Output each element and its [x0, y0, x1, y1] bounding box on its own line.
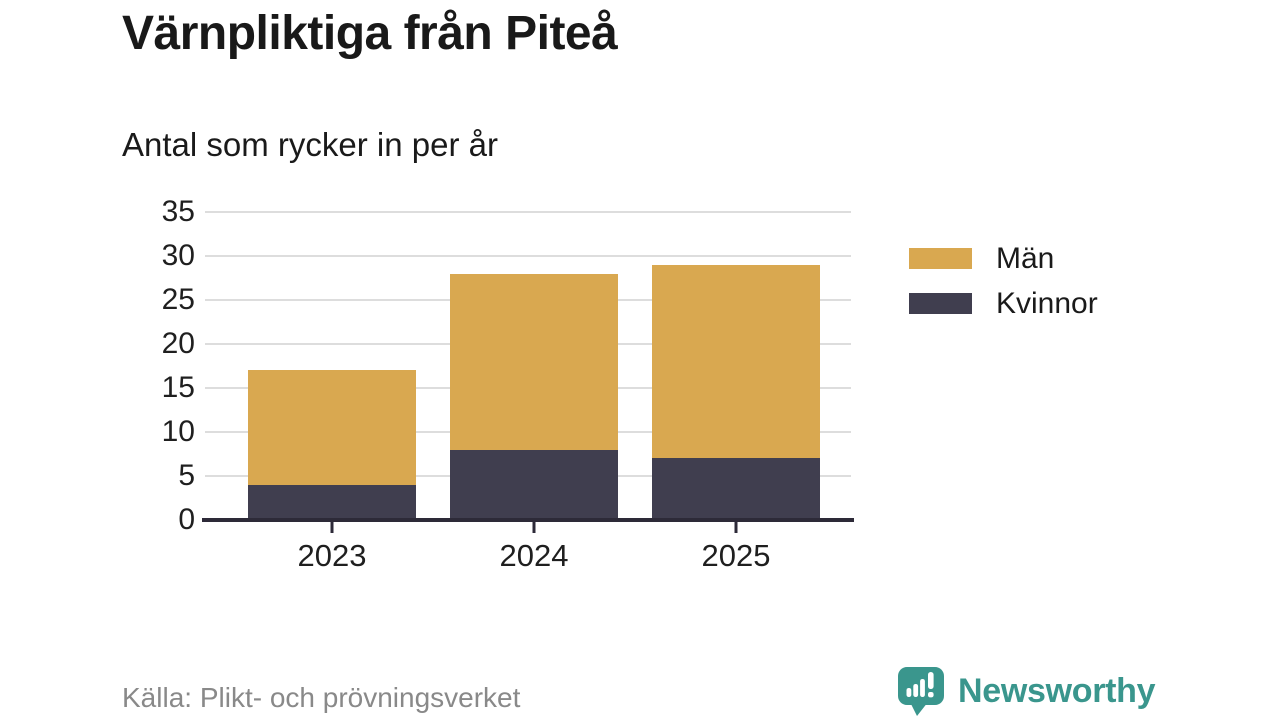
legend: Män Kvinnor — [909, 242, 1098, 332]
x-axis-label-2024: 2024 — [499, 538, 569, 573]
legend-swatch-men — [909, 248, 972, 269]
x-axis-tick-2023 — [330, 522, 334, 533]
y-axis-label-5: 5 — [178, 459, 195, 492]
x-axis-tick-2024 — [532, 522, 536, 533]
y-axis-label-30: 30 — [161, 239, 195, 272]
bar-segment-women-2025 — [652, 458, 820, 520]
bar-2023 — [248, 370, 416, 520]
newsworthy-logo-icon — [898, 667, 944, 716]
chart-subtitle: Antal som rycker in per år — [122, 126, 498, 163]
legend-item-men: Män — [909, 242, 1098, 275]
newsworthy-logo-text: Newsworthy — [958, 671, 1156, 710]
legend-item-women: Kvinnor — [909, 287, 1098, 320]
bar-2024 — [450, 273, 618, 520]
newsworthy-logo: Newsworthy — [897, 666, 1156, 716]
legend-swatch-women — [909, 293, 972, 314]
bar-2025 — [652, 264, 820, 520]
y-axis-label-20: 20 — [161, 327, 195, 360]
bar-segment-women-2024 — [450, 449, 618, 520]
x-axis-label-2025: 2025 — [701, 538, 771, 573]
y-axis-label-25: 25 — [161, 283, 195, 316]
y-axis-label-15: 15 — [161, 371, 195, 404]
y-axis-label-35: 35 — [161, 195, 195, 228]
bar-segment-women-2023 — [248, 484, 416, 520]
source-note: Källa: Plikt- och prövningsverket — [122, 682, 521, 713]
bar-segment-men-2023 — [248, 370, 416, 485]
gridline-35 — [205, 211, 851, 213]
chart-title: Värnpliktiga från Piteå — [122, 7, 618, 60]
legend-label-women: Kvinnor — [996, 286, 1098, 320]
gridline-30 — [205, 255, 851, 257]
y-axis-label-10: 10 — [161, 415, 195, 448]
bar-segment-men-2024 — [450, 273, 618, 450]
x-axis-tick-2025 — [734, 522, 738, 533]
y-axis-label-0: 0 — [178, 503, 195, 536]
x-axis-label-2023: 2023 — [297, 538, 367, 573]
legend-label-men: Män — [996, 241, 1055, 275]
plot-area: 0 5 10 15 20 25 30 35 2023 2024 2025 — [162, 197, 854, 573]
x-axis-line — [202, 518, 854, 522]
bar-segment-men-2025 — [652, 264, 820, 459]
